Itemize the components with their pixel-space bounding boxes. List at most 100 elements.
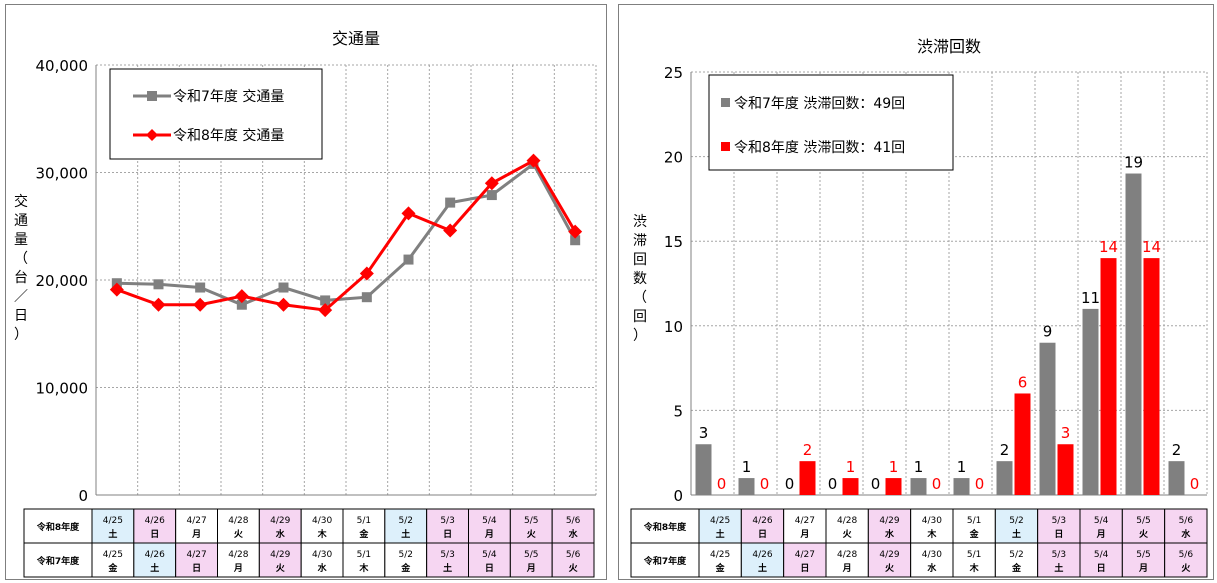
date-cell <box>698 542 742 578</box>
data-point <box>526 153 541 168</box>
date-cell <box>783 508 827 544</box>
data-point <box>151 297 166 312</box>
date-label: 4/25 <box>103 516 123 526</box>
bar <box>885 478 902 495</box>
date-label: 5/4 <box>482 550 497 560</box>
date-cell <box>300 542 344 578</box>
date-label: 4/30 <box>922 516 942 526</box>
date-label: 5/1 <box>357 550 371 560</box>
legend-r7-label: 令和7年度 交通量 <box>173 88 284 105</box>
bar <box>996 461 1013 495</box>
data-label: 1 <box>846 458 856 476</box>
data-label: 14 <box>1142 238 1161 256</box>
date-label: 4/25 <box>103 550 123 560</box>
weekday-label: 月 <box>526 563 536 574</box>
weekday-label: 火 <box>234 529 244 540</box>
table-row-label-cell <box>23 542 93 578</box>
data-label: 1 <box>957 458 967 476</box>
date-cell <box>825 542 869 578</box>
y-tick-label: 20 <box>664 149 683 167</box>
weekday-label: 月 <box>484 529 494 540</box>
date-label: 5/1 <box>967 550 981 560</box>
date-label: 5/6 <box>1179 550 1194 560</box>
weekday-label: 土 <box>716 528 725 540</box>
date-cell <box>910 508 954 544</box>
data-label: 14 <box>1099 238 1118 256</box>
data-label: 0 <box>760 475 770 493</box>
data-point <box>193 297 208 312</box>
legend-r8-label: 令和8年度 渋滞回数：41回 <box>734 140 905 156</box>
date-label: 5/4 <box>1094 550 1109 560</box>
bar <box>1039 342 1056 495</box>
bar <box>799 461 816 495</box>
weekday-label: 水 <box>569 528 579 540</box>
date-cell <box>740 508 785 544</box>
legend-r8-label: 令和8年度 交通量 <box>173 127 284 144</box>
date-cell <box>551 542 595 578</box>
weekday-label: 木 <box>317 528 328 540</box>
data-label: 0 <box>975 475 985 493</box>
weekday-label: 日 <box>800 563 809 574</box>
weekday-label: 月 <box>233 563 243 574</box>
table-row-label: 令和7年度 <box>643 555 687 567</box>
data-point <box>403 254 414 265</box>
legend-r8-swatch <box>721 142 730 151</box>
date-label: 5/4 <box>482 516 497 526</box>
data-point <box>153 279 164 290</box>
legend-r8-marker <box>146 129 158 141</box>
date-cell <box>698 508 742 544</box>
date-label: 4/26 <box>145 550 165 560</box>
weekday-label: 土 <box>758 562 767 574</box>
bar <box>1168 461 1185 495</box>
weekday-label: 木 <box>969 562 980 574</box>
weekday-label: 日 <box>1097 563 1106 574</box>
y-axis-label: 渋滞回数（回） <box>633 214 647 344</box>
congestion-chart-panel: 渋滞回数 渋滞回数（回） 0 5 10 15 20 25 3 1 0 0 0 1 1 2 9 11 19 2 0 0… <box>618 4 1214 580</box>
bar <box>738 478 755 495</box>
date-label: 4/28 <box>837 516 857 526</box>
data-point <box>570 235 581 246</box>
data-label: 1 <box>914 458 924 476</box>
weekday-label: 月 <box>191 529 201 540</box>
data-label: 1 <box>889 458 899 476</box>
date-cell <box>91 542 135 578</box>
data-label: 9 <box>1043 323 1053 341</box>
data-label: 3 <box>699 424 709 442</box>
weekday-label: 金 <box>400 562 411 574</box>
data-point <box>486 190 497 201</box>
weekday-label: 日 <box>758 529 767 540</box>
date-label: 4/25 <box>710 550 730 560</box>
weekday-label: 日 <box>485 563 494 574</box>
date-label: 5/3 <box>1052 516 1066 526</box>
data-label: 3 <box>1061 424 1071 442</box>
data-point <box>484 176 499 191</box>
weekday-label: 火 <box>1181 563 1191 574</box>
weekday-label: 月 <box>1096 529 1106 540</box>
date-label: 4/30 <box>312 550 332 560</box>
weekday-label: 火 <box>1139 529 1149 540</box>
data-label: 0 <box>871 475 881 493</box>
y-tick-label: 5 <box>673 402 683 420</box>
weekday-label: 月 <box>842 563 852 574</box>
weekday-label: 土 <box>401 528 410 540</box>
date-label: 4/28 <box>837 550 857 560</box>
weekday-label: 水 <box>318 562 328 574</box>
data-point <box>443 223 458 238</box>
weekday-label: 土 <box>150 562 159 574</box>
date-cell <box>952 542 996 578</box>
date-cell <box>994 508 1039 544</box>
date-cell <box>384 542 428 578</box>
bar <box>1100 258 1117 495</box>
date-label: 5/3 <box>440 550 454 560</box>
weekday-label: 水 <box>276 528 286 540</box>
date-label: 4/29 <box>879 550 899 560</box>
weekday-label: 土 <box>1054 562 1063 574</box>
weekday-label: 火 <box>843 529 853 540</box>
legend-box <box>109 68 323 160</box>
y-tick-label: 20,000 <box>36 272 89 290</box>
date-label: 4/30 <box>922 550 942 560</box>
date-label: 5/2 <box>1009 516 1023 526</box>
y-tick-label: 15 <box>664 233 683 251</box>
weekday-label: 水 <box>1181 528 1191 540</box>
bar <box>953 478 970 495</box>
